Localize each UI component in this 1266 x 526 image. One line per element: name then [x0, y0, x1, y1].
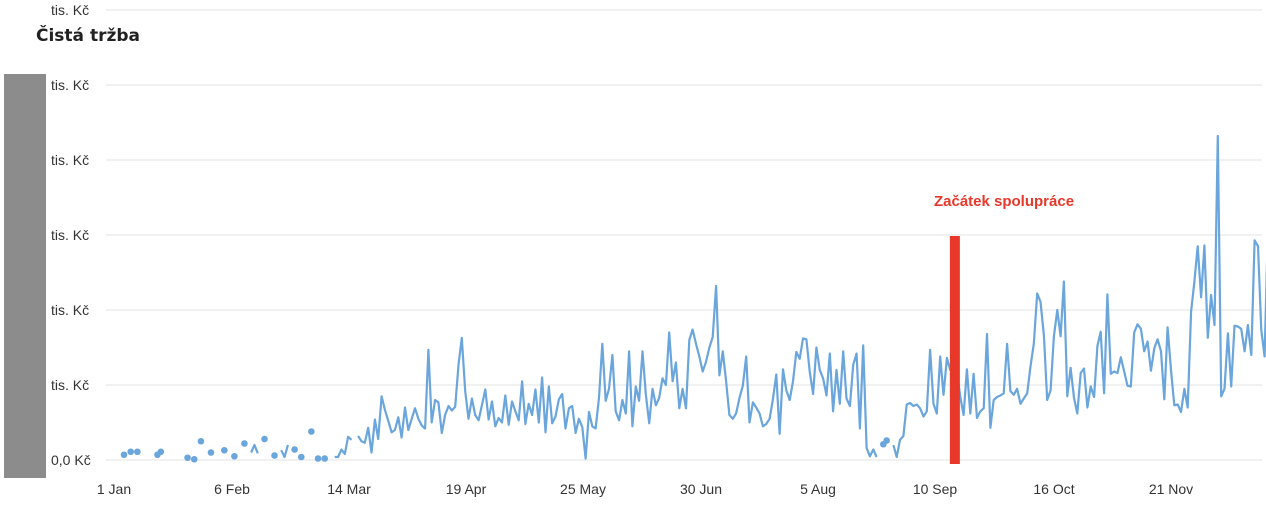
data-point	[314, 455, 322, 462]
y-tick-label: tis. Kč	[51, 2, 89, 18]
data-point	[197, 437, 205, 445]
x-tick-label: 14 Mar	[327, 481, 371, 497]
x-tick-label: 19 Apr	[446, 481, 487, 497]
data-point	[157, 448, 165, 456]
x-tick-label: 6 Feb	[214, 481, 250, 497]
x-tick-label: 30 Jun	[680, 481, 722, 497]
series-line	[357, 284, 878, 460]
series-line	[892, 134, 1266, 459]
annotation-label: Začátek spolupráce	[934, 193, 1074, 210]
data-point	[883, 437, 890, 444]
x-tick-label: 21 Nov	[1149, 481, 1193, 497]
data-point	[127, 448, 134, 456]
y-tick-label: tis. Kč	[51, 302, 89, 318]
x-tick-label: 10 Sep	[913, 481, 958, 497]
data-point	[297, 453, 305, 461]
x-tick-label: 5 Aug	[800, 481, 836, 497]
y-tick-label: tis. Kč	[51, 152, 89, 168]
y-tick-label: 0,0 Kč	[51, 452, 91, 468]
y-tick-label: tis. Kč	[51, 377, 89, 393]
y-tick-label: tis. Kč	[51, 77, 89, 93]
data-point	[221, 446, 228, 454]
data-point	[291, 446, 298, 453]
series-line	[334, 435, 353, 459]
data-point	[120, 451, 128, 459]
data-point	[231, 452, 238, 460]
y-tick-label: tis. Kč	[51, 227, 89, 243]
x-tick-label: 1 Jan	[97, 481, 131, 497]
x-tick-label: 16 Oct	[1033, 481, 1074, 497]
data-point	[241, 440, 248, 447]
data-point	[207, 449, 215, 456]
data-point	[184, 454, 191, 462]
data-point	[261, 435, 268, 443]
series-line	[280, 444, 289, 459]
series-line	[250, 443, 259, 454]
data-point	[321, 455, 329, 462]
data-point	[134, 448, 141, 456]
data-point	[271, 452, 278, 459]
x-tick-label: 25 May	[560, 481, 606, 497]
redacted-axis-values	[4, 74, 46, 478]
data-point	[308, 428, 315, 435]
chart-title: Čistá tržba	[36, 26, 140, 46]
annotation-marker	[949, 236, 960, 464]
data-point	[190, 455, 198, 463]
